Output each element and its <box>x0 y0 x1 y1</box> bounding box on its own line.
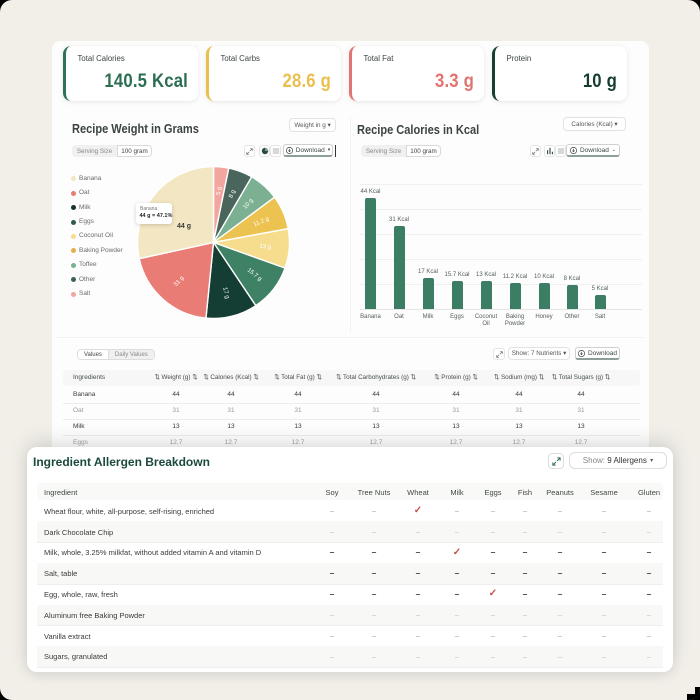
svg-text:11.2 g: 11.2 g <box>253 216 270 228</box>
svg-text:17 g: 17 g <box>221 287 230 300</box>
svg-text:5 g: 5 g <box>216 186 223 195</box>
svg-text:44 g: 44 g <box>177 223 191 230</box>
svg-text:8 g: 8 g <box>228 189 237 199</box>
svg-text:13 g: 13 g <box>259 244 271 251</box>
